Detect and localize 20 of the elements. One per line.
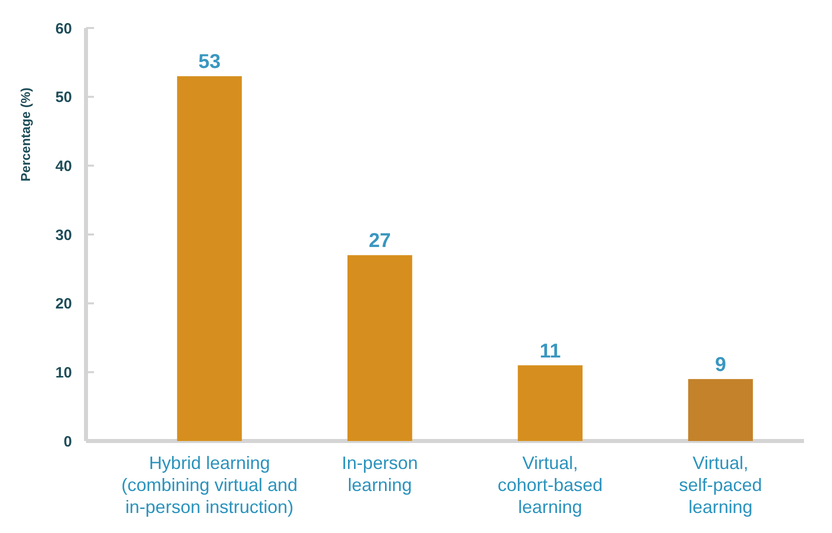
data-label: 9 bbox=[714, 354, 726, 376]
y-tick-label: 0 bbox=[64, 433, 72, 450]
y-axis-title: Percentage (%) bbox=[18, 88, 33, 182]
x-tick-label: Virtual, cohort-based learning bbox=[498, 453, 603, 517]
y-tick-label: 30 bbox=[55, 226, 72, 244]
y-tick-label: 40 bbox=[55, 158, 72, 175]
data-label: 27 bbox=[368, 230, 391, 252]
x-tick-label: Virtual, self-paced learning bbox=[678, 453, 762, 517]
data-label: 11 bbox=[540, 340, 561, 362]
bar bbox=[518, 365, 583, 441]
y-tick-label: 50 bbox=[55, 89, 72, 106]
y-tick-label: 10 bbox=[55, 364, 72, 382]
y-tick-label: 20 bbox=[55, 296, 72, 313]
bar bbox=[688, 379, 753, 441]
bar bbox=[347, 255, 412, 441]
y-tick-label: 60 bbox=[55, 20, 72, 38]
x-tick-label: Hybrid learning (combining virtual and in-person instruction) bbox=[121, 453, 298, 517]
bar bbox=[177, 76, 242, 441]
data-label: 53 bbox=[198, 51, 221, 74]
x-tick-label: In-person learning bbox=[342, 453, 418, 495]
